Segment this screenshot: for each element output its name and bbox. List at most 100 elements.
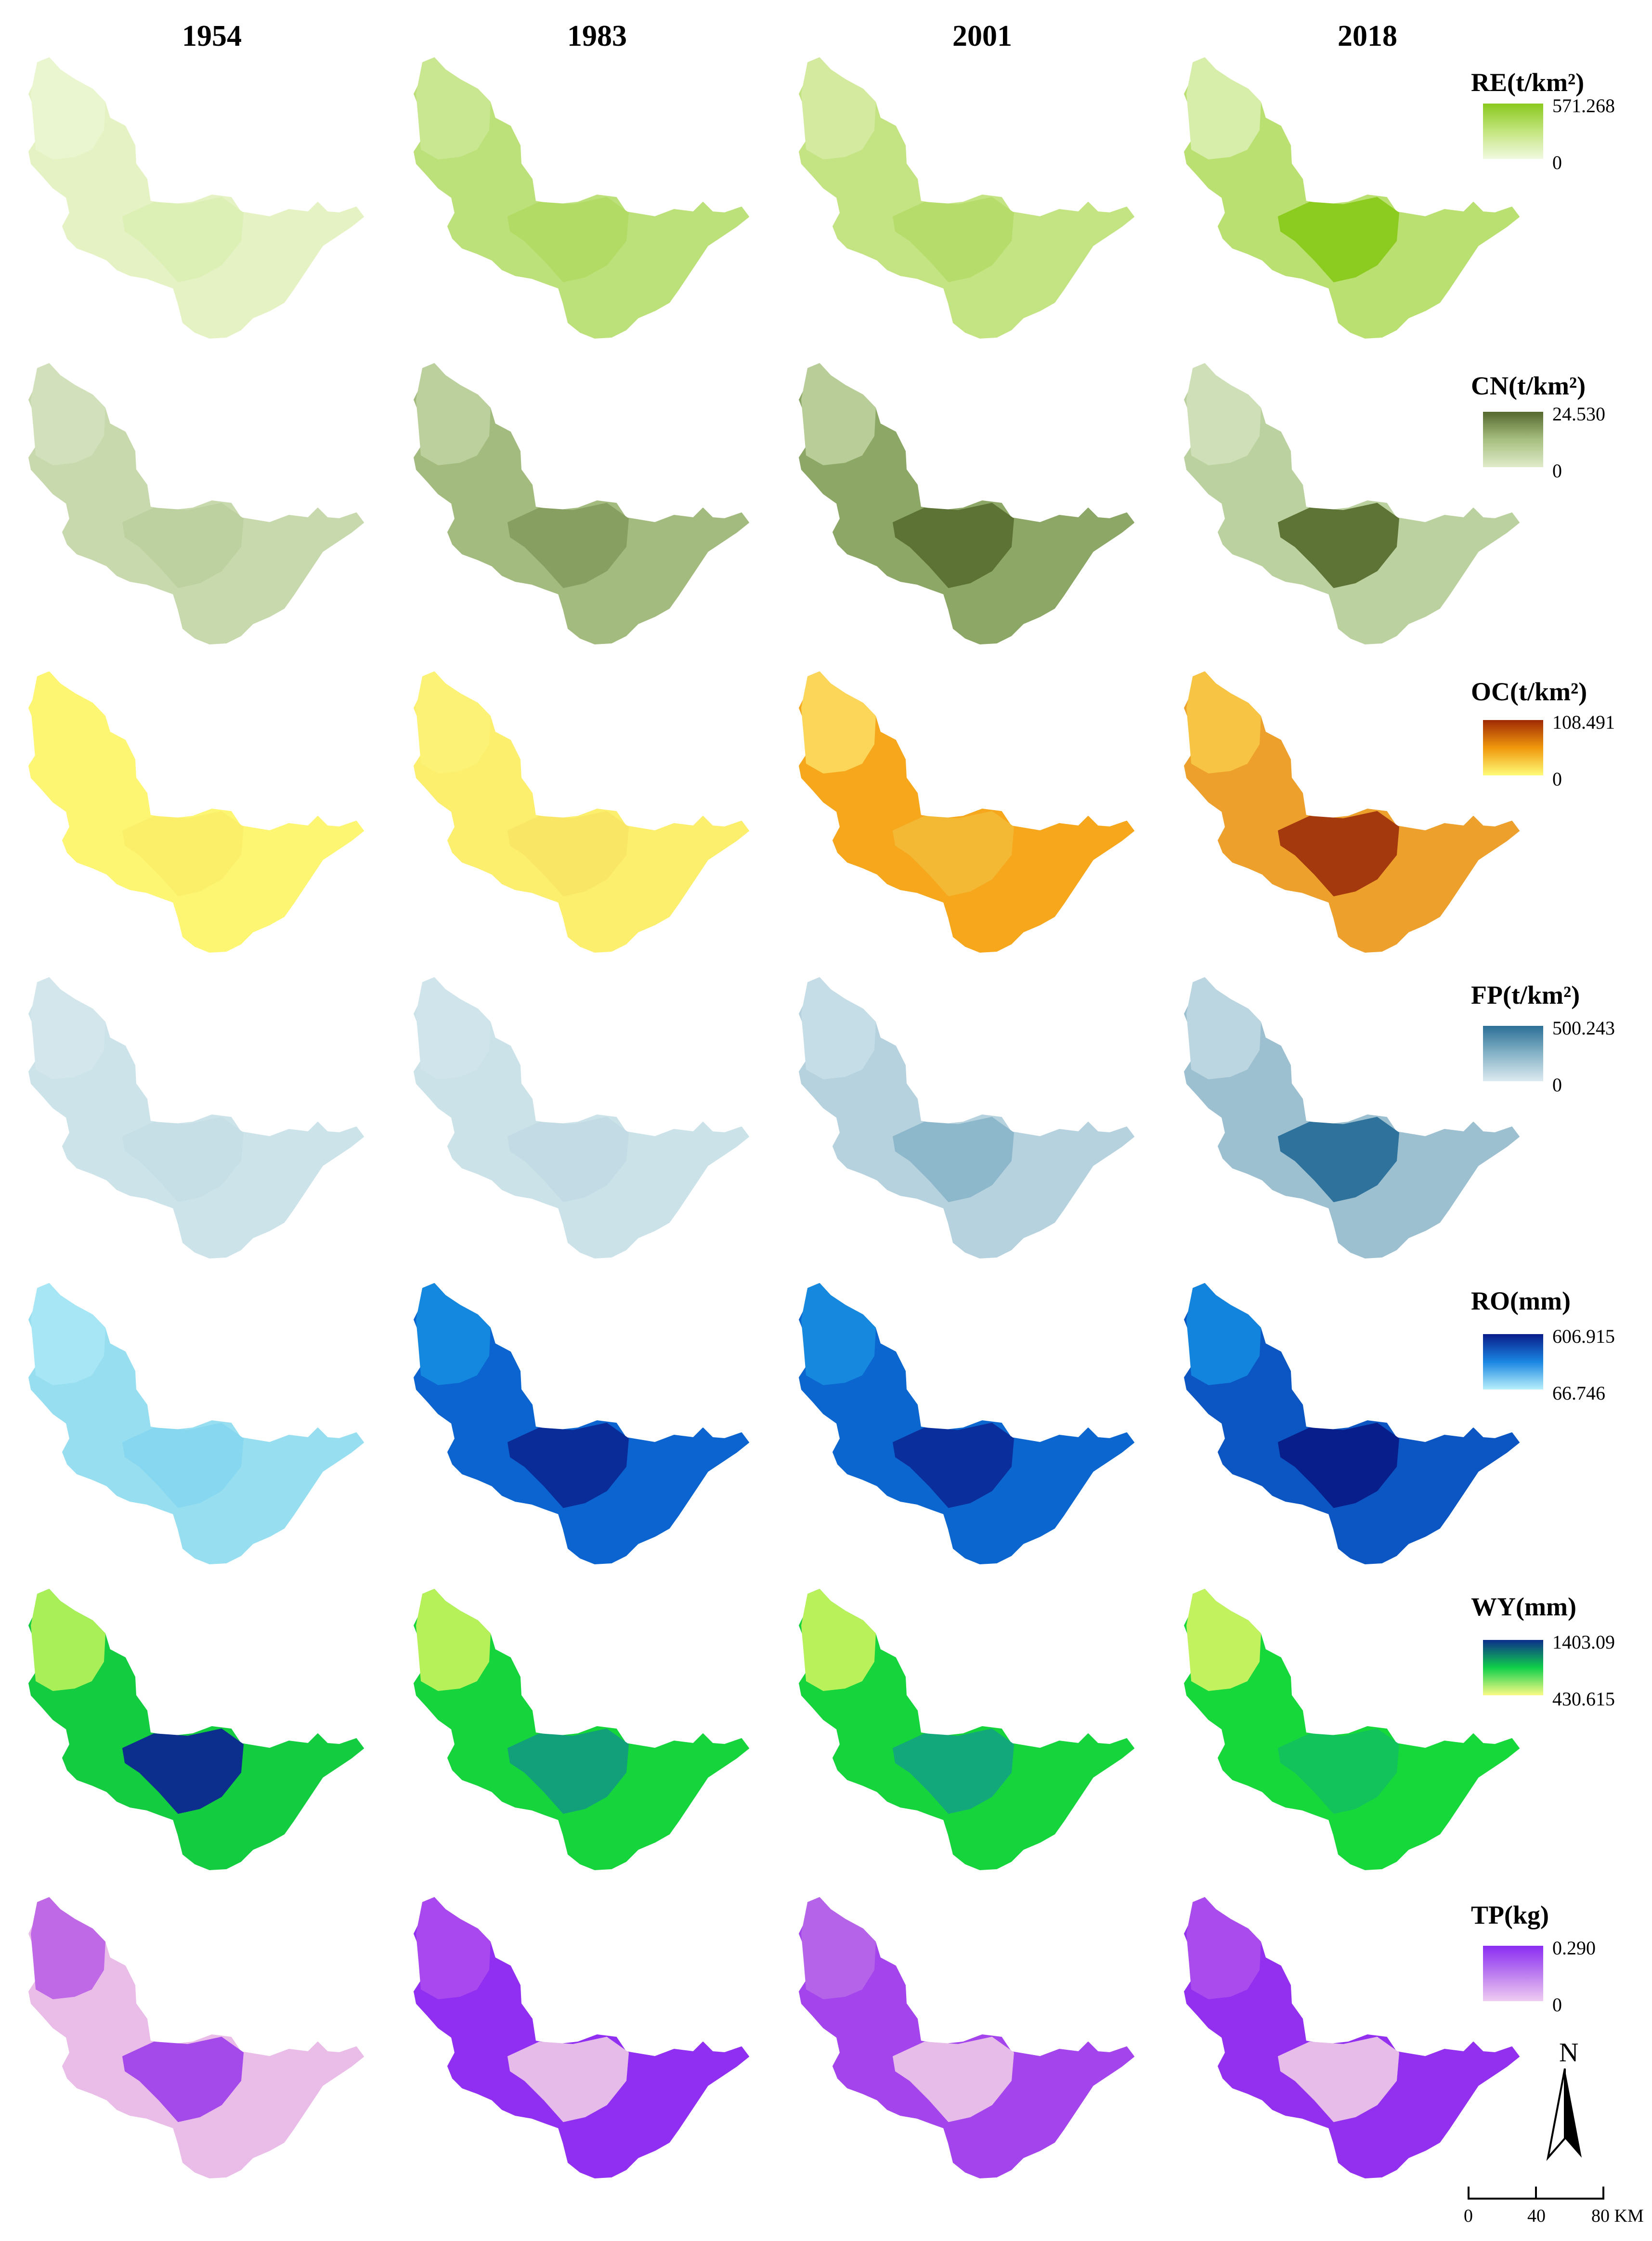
legend-swatch-oc: [1483, 720, 1543, 775]
legend-title-oc: OC(t/km²): [1471, 677, 1587, 706]
basin-outline: [28, 1589, 364, 1870]
legend-swatch-fp: [1483, 1026, 1543, 1081]
basin-central-region: [893, 1729, 1014, 1814]
legend-title-cn: CN(t/km²): [1471, 371, 1586, 400]
basin-central-region: [507, 2037, 629, 2122]
basin-central-region: [893, 197, 1014, 282]
basin-central-region: [122, 2037, 244, 2122]
legend-max-fp: 500.243: [1552, 1017, 1615, 1039]
basin-north-region: [801, 363, 876, 465]
map-re-1983: [414, 57, 749, 339]
legend-swatch-wy: [1483, 1640, 1543, 1695]
map-ro-2018: [1184, 1283, 1520, 1564]
basin-central-region: [893, 503, 1014, 588]
basin-outline: [414, 671, 749, 953]
map-ro-1954: [28, 1283, 364, 1564]
map-re-1954: [28, 57, 364, 339]
scale-label-40: 40: [1527, 2206, 1546, 2226]
basin-outline: [799, 1283, 1134, 1564]
map-tp-2018: [1184, 1897, 1520, 2178]
legend-max-tp: 0.290: [1552, 1937, 1596, 1959]
map-oc-2001: [799, 671, 1134, 953]
map-ro-1983: [414, 1283, 749, 1564]
legend-title-tp: TP(kg): [1471, 1900, 1549, 1929]
basin-outline: [799, 363, 1134, 644]
legend-min-tp: 0: [1552, 1994, 1562, 2016]
map-cn-1983: [414, 363, 749, 644]
map-fp-2018: [1184, 977, 1520, 1258]
north-label: N: [1559, 2038, 1579, 2068]
basin-north-region: [416, 1897, 491, 1999]
basin-central-region: [893, 1117, 1014, 1202]
basin-outline: [1184, 1589, 1520, 1870]
legend-swatch-cn: [1483, 412, 1543, 467]
legend-min-fp: 0: [1552, 1074, 1562, 1096]
year-title-2018: 2018: [1338, 20, 1397, 52]
legend-max-wy: 1403.09: [1552, 1631, 1615, 1653]
basin-outline: [414, 1897, 749, 2178]
basin-central-region: [1278, 197, 1399, 282]
basin-outline: [799, 977, 1134, 1258]
basin-central-region: [507, 1729, 629, 1814]
map-ro-2001: [799, 1283, 1134, 1564]
year-title-2001: 2001: [952, 20, 1012, 52]
basin-central-region: [507, 503, 629, 588]
legend-swatch-ro: [1483, 1334, 1543, 1389]
basin-outline: [28, 671, 364, 953]
basin-central-region: [122, 503, 244, 588]
basin-outline: [799, 671, 1134, 953]
map-oc-1983: [414, 671, 749, 953]
basin-central-region: [1278, 811, 1399, 896]
north-arrow-icon: [1546, 2068, 1582, 2161]
map-re-2001: [799, 57, 1134, 339]
legend-title-wy: WY(mm): [1471, 1592, 1576, 1621]
basin-central-region: [122, 811, 244, 896]
basin-central-region: [122, 197, 244, 282]
basin-north-region: [801, 671, 876, 773]
basin-central-region: [507, 1423, 629, 1508]
basin-north-region: [31, 1283, 105, 1385]
scale-label-80: 80 KM: [1591, 2206, 1644, 2226]
map-tp-1983: [414, 1897, 749, 2178]
basin-north-region: [1186, 671, 1261, 773]
basin-outline: [414, 977, 749, 1258]
year-title-1954: 1954: [182, 20, 242, 52]
basin-central-region: [507, 197, 629, 282]
map-fp-1954: [28, 977, 364, 1258]
map-oc-2018: [1184, 671, 1520, 953]
basin-outline: [28, 1283, 364, 1564]
basin-north-region: [31, 977, 105, 1079]
basin-central-region: [1278, 1423, 1399, 1508]
legend-swatch-re: [1483, 104, 1543, 159]
legend-title-ro: RO(mm): [1471, 1286, 1571, 1315]
map-fp-2001: [799, 977, 1134, 1258]
basin-outline: [28, 363, 364, 644]
basin-outline: [28, 57, 364, 339]
basin-central-region: [1278, 1117, 1399, 1202]
basin-north-region: [416, 671, 491, 773]
basin-outline: [28, 977, 364, 1258]
basin-central-region: [893, 811, 1014, 896]
basin-north-region: [31, 57, 105, 159]
basin-north-region: [1186, 977, 1261, 1079]
legend-title-fp: FP(t/km²): [1471, 981, 1580, 1009]
map-wy-2018: [1184, 1589, 1520, 1870]
map-re-2018: [1184, 57, 1520, 339]
year-title-1983: 1983: [567, 20, 627, 52]
basin-north-region: [31, 1589, 105, 1691]
basin-north-region: [1186, 363, 1261, 465]
basin-north-region: [1186, 1589, 1261, 1691]
basin-north-region: [416, 977, 491, 1079]
basin-central-region: [507, 811, 629, 896]
basin-outline: [799, 1897, 1134, 2178]
basin-outline: [1184, 671, 1520, 953]
map-wy-1983: [414, 1589, 749, 1870]
basin-outline: [28, 1897, 364, 2178]
basin-outline: [1184, 57, 1520, 339]
scale-bar: [1468, 2187, 1604, 2200]
basin-outline: [1184, 1283, 1520, 1564]
map-wy-1954: [28, 1589, 364, 1870]
basin-outline: [799, 1589, 1134, 1870]
basin-north-region: [416, 363, 491, 465]
